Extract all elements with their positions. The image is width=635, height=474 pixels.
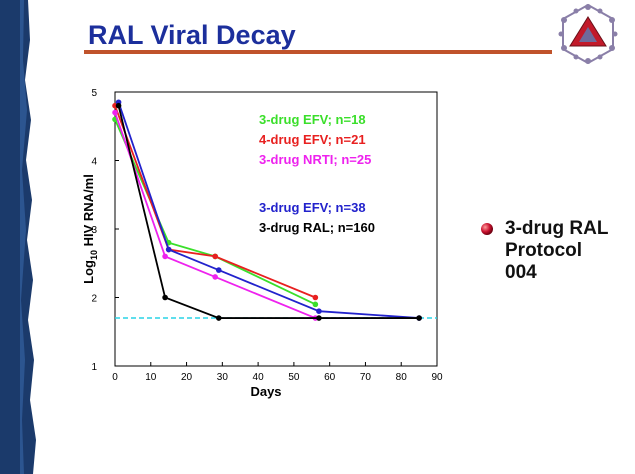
legend-entry: 3-drug EFV; n=38 (259, 200, 366, 215)
x-tick-label: 70 (360, 372, 372, 383)
y-tick-label: 3 (91, 225, 97, 236)
x-tick-label: 80 (396, 372, 408, 383)
y-tick-label: 5 (91, 88, 97, 99)
y-tick-label: 2 (91, 294, 97, 305)
series-point (215, 267, 222, 273)
x-tick-label: 10 (145, 372, 157, 383)
x-tick-label: 40 (253, 372, 265, 383)
series-line (114, 105, 316, 299)
bullet-line-3: 004 (505, 262, 537, 283)
bullet-line-2: Protocol (505, 240, 583, 261)
legend-entry: 3-drug EFV; n=18 (259, 112, 366, 127)
bullet-dot-icon (481, 223, 493, 235)
y-tick-label: 4 (91, 157, 97, 168)
viral-decay-chart: 0 10 20 30 40 50 60 70 80 90 1 2 3 4 5 Days Log10 HIV RN… (81, 88, 443, 399)
series-point (316, 315, 322, 321)
legend-entry: 3-drug NRTI; n=25 (259, 152, 371, 167)
series-point (316, 308, 322, 314)
series-point (162, 294, 168, 301)
series-point (215, 315, 222, 321)
x-tick-label: 50 (288, 372, 300, 383)
title-rule (84, 50, 552, 54)
legend-entry: 3-drug RAL; n=160 (259, 220, 375, 235)
triangle-in-hexagon-logo-icon (558, 3, 618, 65)
series-line (114, 112, 316, 319)
x-tick-label: 30 (217, 372, 229, 383)
series-point (212, 274, 218, 280)
series-point (312, 301, 319, 308)
series-line (114, 119, 316, 306)
series-point (416, 315, 422, 321)
left-decorative-band (0, 0, 36, 474)
series-point (115, 102, 122, 109)
bullet-text: 3-drug RAL Protocol 004 (505, 218, 630, 284)
series-point (312, 294, 319, 301)
bullet-line-1: 3-drug RAL (505, 218, 609, 239)
legend-entry: 4-drug EFV; n=21 (259, 132, 366, 147)
series-point (162, 253, 168, 260)
series-point (112, 109, 118, 116)
series-point (165, 246, 172, 253)
x-tick-label: 60 (324, 372, 336, 383)
x-tick-label: 20 (181, 372, 193, 383)
y-axis-label: Log10 HIV RNA/ml (81, 174, 99, 284)
slide-title: RAL Viral Decay (88, 20, 296, 50)
x-tick-label: 0 (112, 372, 118, 383)
x-axis-label: Days (250, 384, 281, 399)
x-tick-label: 90 (431, 372, 443, 383)
y-tick-label: 1 (91, 362, 97, 373)
series-point (212, 253, 218, 260)
chart-panel: 0 10 20 30 40 50 60 70 80 90 1 2 3 4 5 Days Log10 HIV RN… (75, 80, 447, 402)
